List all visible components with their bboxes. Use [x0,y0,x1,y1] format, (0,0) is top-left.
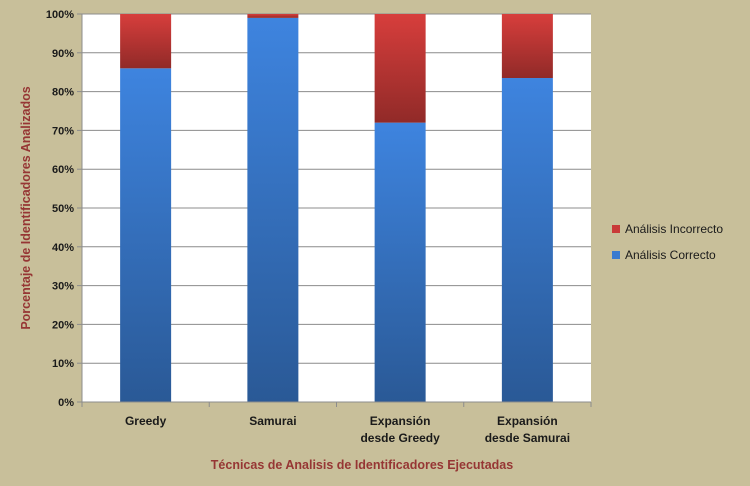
y-tick-label: 0% [58,397,74,409]
y-tick-label: 20% [52,319,74,331]
legend-label: Análisis Correcto [625,248,716,262]
bar-incorrecto [501,14,553,79]
y-tick-label: 10% [52,358,74,370]
y-tick-label: 90% [52,48,74,60]
bar-incorrecto [374,14,426,123]
axes: 0% 10% 20% 30% 40% 50% 60% 70% 80% 90% 100% Greedy S… [46,9,592,445]
x-category-label: Greedy [125,414,167,428]
y-tick-label: 80% [52,87,74,99]
bars [120,14,553,403]
y-tick-label: 50% [52,203,74,215]
legend-swatch [612,251,620,259]
x-axis-title: Técnicas de Analisis de Identificadores … [211,458,513,472]
legend-label: Análisis Incorrecto [625,222,723,236]
bar-correcto [120,68,172,402]
legend-swatch [612,225,620,233]
bar-correcto [501,78,553,403]
y-axis-title: Porcentaje de Identificadores Analizados [19,86,33,329]
bar-incorrecto [120,14,172,69]
y-tick-label: 40% [52,242,74,254]
x-category-label: Expansión desde Greedy [360,414,440,445]
bar-incorrecto [247,14,299,18]
x-category-label: Samurai [249,414,296,428]
x-category-label: Expansión desde Samurai [485,414,570,445]
bar-correcto [247,17,299,402]
y-tick-label: 30% [52,281,74,293]
legend: Análisis Incorrecto Análisis Correcto [612,222,723,262]
y-tick-label: 60% [52,164,74,176]
y-tick-label: 70% [52,125,74,137]
y-tick-label: 100% [46,9,74,21]
bar-correcto [374,122,426,402]
